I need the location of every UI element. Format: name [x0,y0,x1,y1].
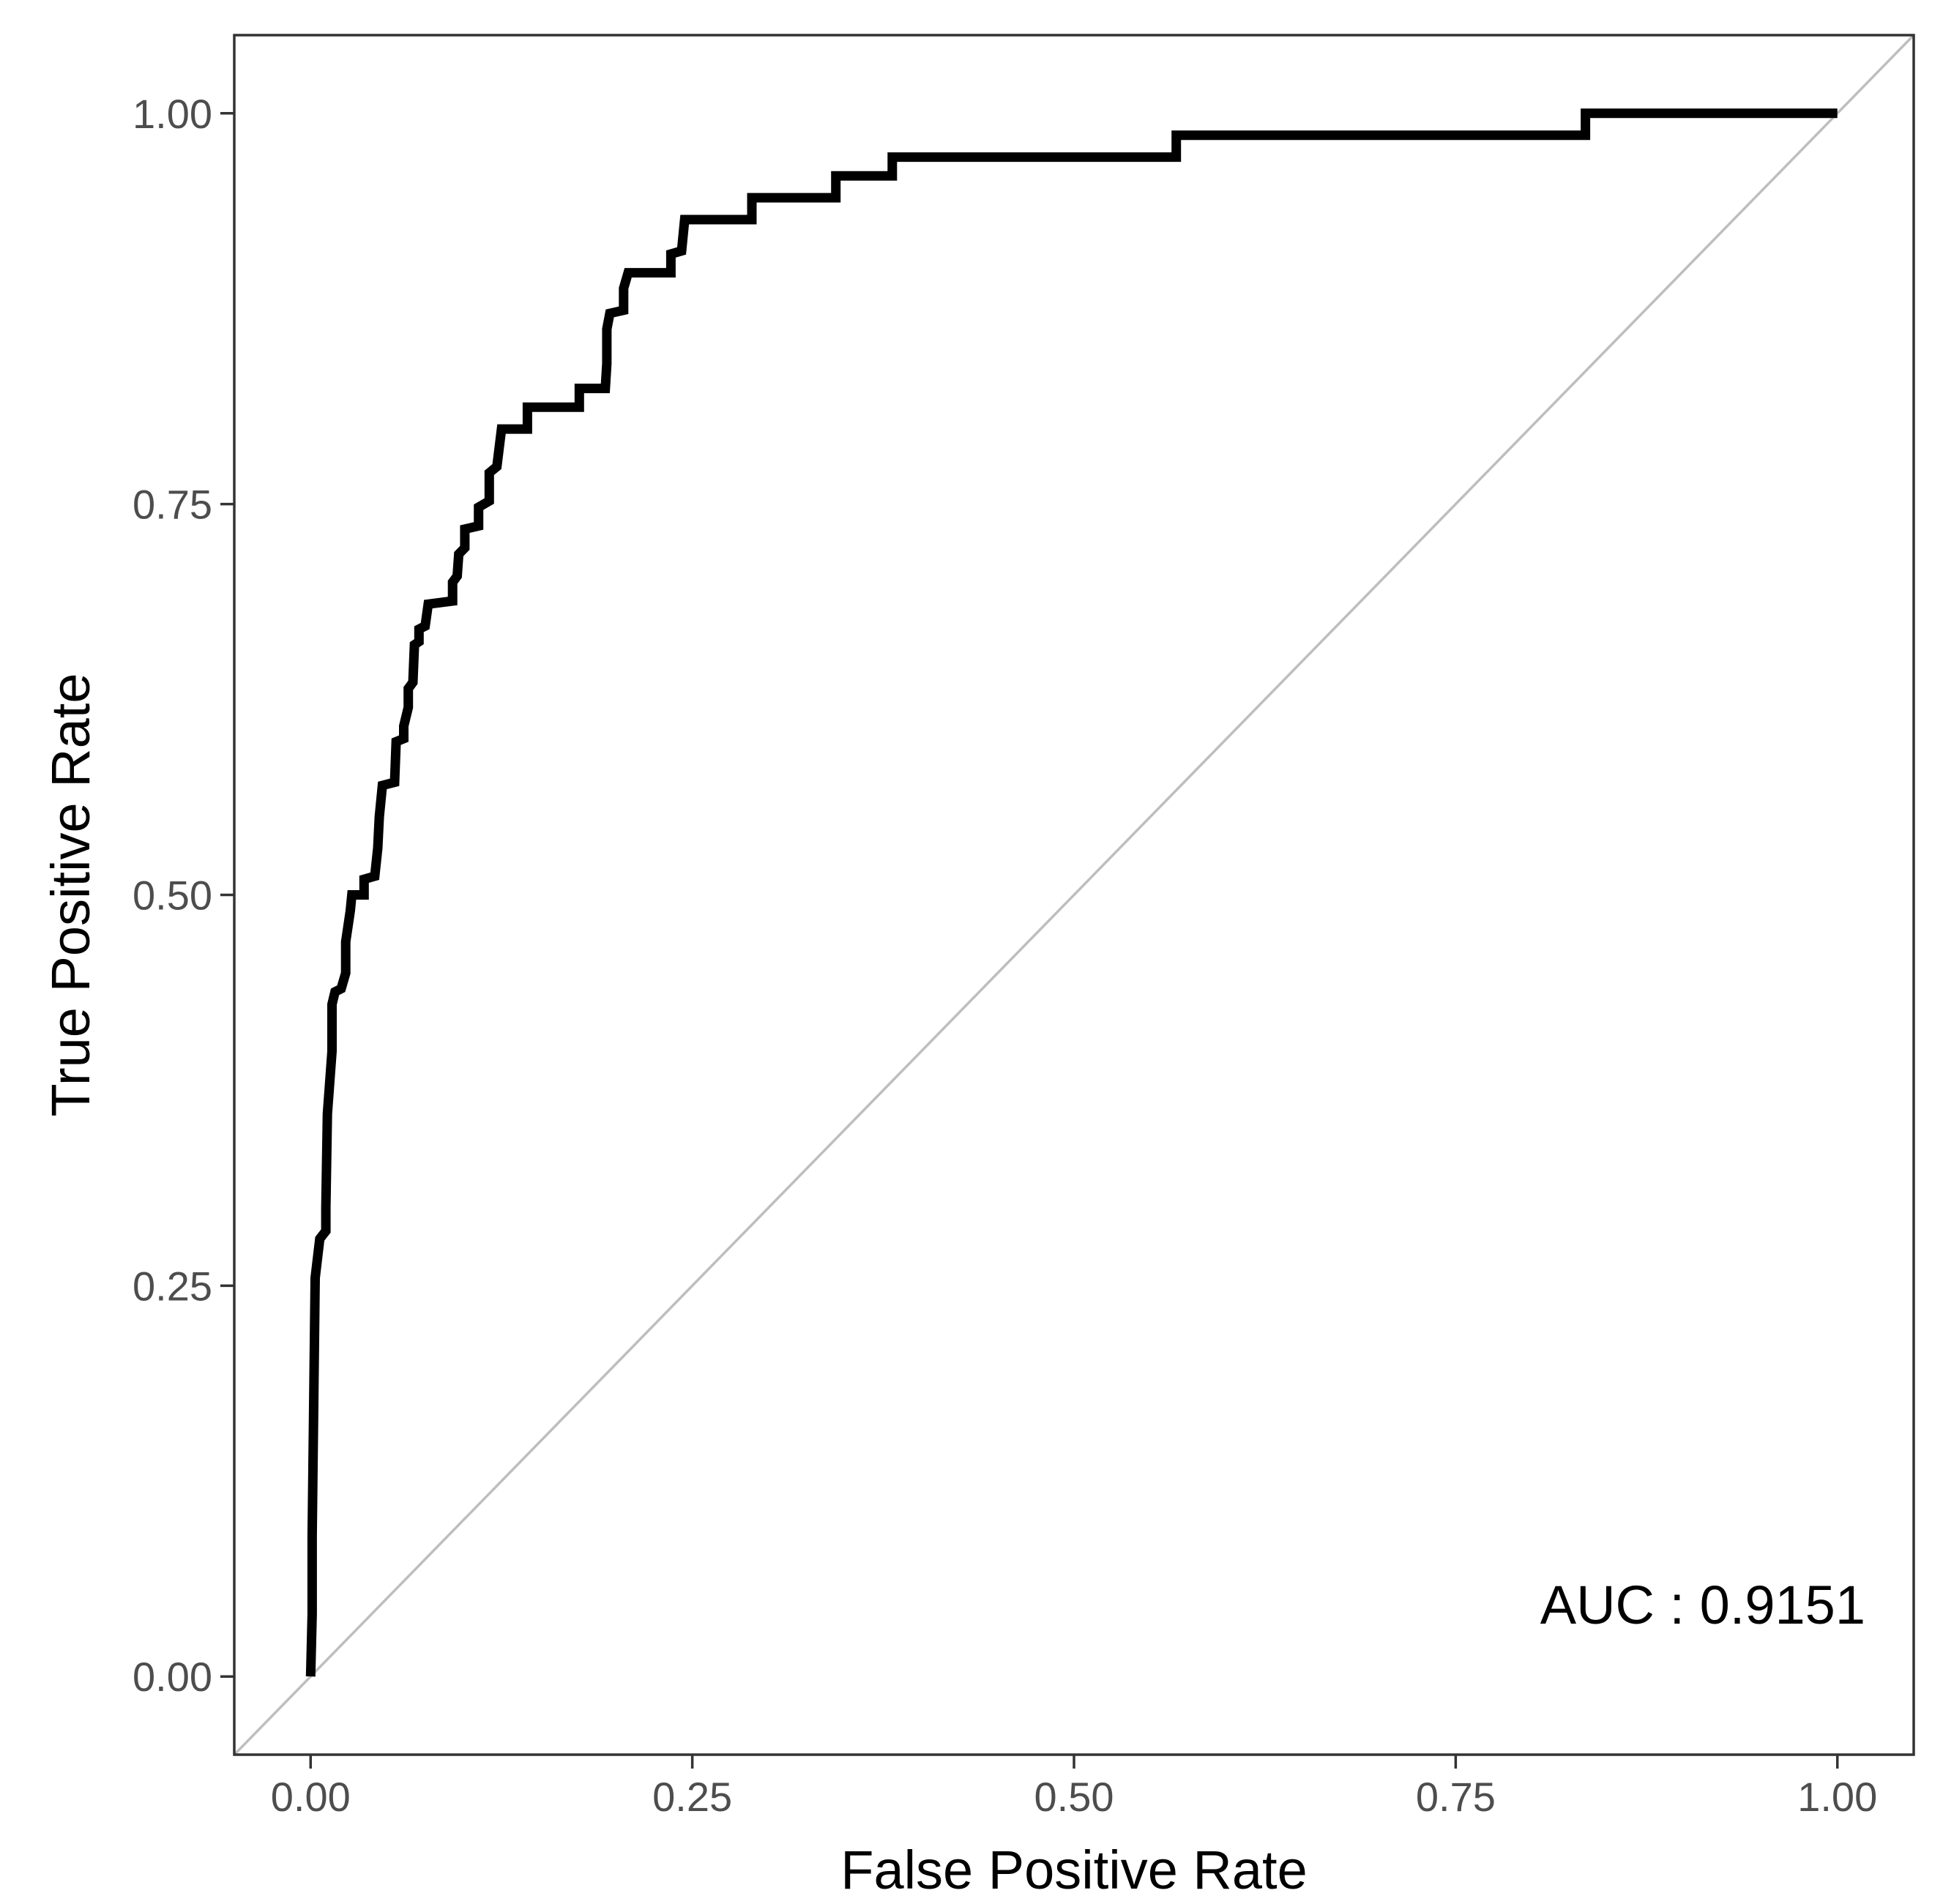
roc-curve-layer [305,108,1838,1677]
x-tick-label: 0.25 [652,1774,732,1820]
y-tick-label: 0.25 [133,1263,212,1309]
reference-diagonal-layer [234,35,1914,1755]
y-tick-label: 0.75 [133,482,212,528]
x-tick-label: 0.50 [1034,1774,1114,1820]
auc-annotation: AUC : 0.9151 [1540,1575,1865,1635]
reference-diagonal-line [234,35,1914,1755]
y-tick-label: 1.00 [133,91,212,137]
x-tick-label: 0.00 [271,1774,351,1820]
x-axis-ticks: 0.00 0.25 0.50 0.75 1.00 [271,1755,1877,1820]
y-tick-label: 0.50 [133,873,212,919]
x-axis-title: False Positive Rate [840,1840,1308,1900]
x-tick-label: 0.75 [1416,1774,1496,1820]
y-axis-ticks: 0.00 0.25 0.50 0.75 1.00 [133,91,234,1700]
y-tick-label: 0.00 [133,1654,212,1700]
roc-curve-line [305,108,1838,1677]
y-axis-title: True Positive Rate [40,673,101,1117]
x-tick-label: 1.00 [1797,1774,1877,1820]
